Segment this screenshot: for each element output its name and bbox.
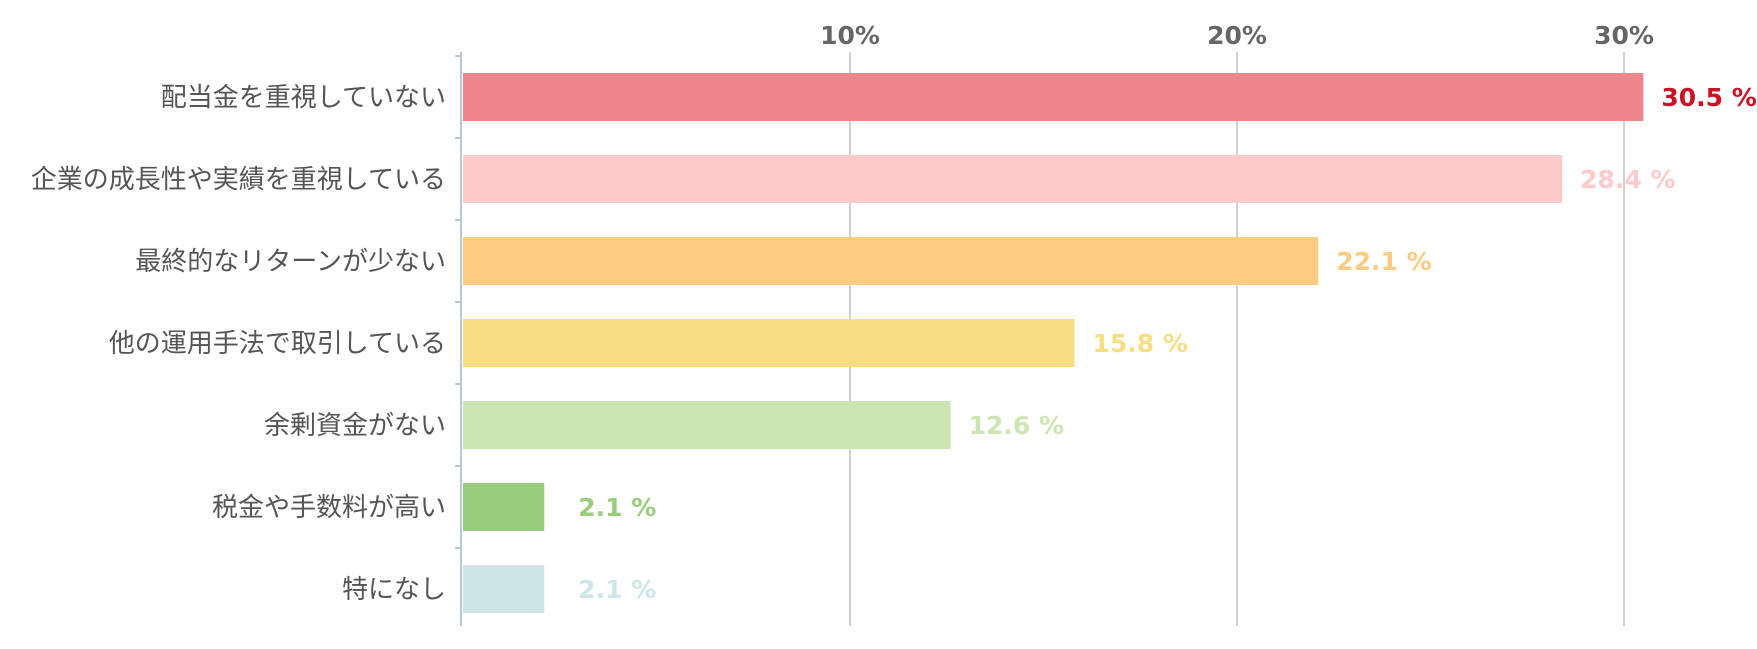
value-label: 28.4 % <box>1580 165 1675 194</box>
x-tick-label: 10% <box>820 21 880 50</box>
category-label: 配当金を重視していない <box>161 83 446 113</box>
value-label: 12.6 % <box>969 411 1064 440</box>
category-label: 余剰資金がない <box>264 411 446 441</box>
x-tick-label: 30% <box>1594 21 1654 50</box>
bar <box>463 155 1563 203</box>
category-label: 最終的なリターンが少ない <box>135 247 446 277</box>
bar <box>463 565 545 613</box>
bars: 配当金を重視していない 30.5 % 企業の成長性や実績を重視している 28.4 % 最… <box>31 73 1757 613</box>
bar <box>463 319 1075 367</box>
category-label: 企業の成長性や実績を重視している <box>31 165 446 195</box>
x-tick-label: 20% <box>1207 21 1267 50</box>
x-axis-ticks: 10% 20% 30% <box>455 21 1654 549</box>
bar <box>463 483 545 531</box>
category-label: 他の運用手法で取引している <box>109 329 446 359</box>
bar <box>463 237 1319 285</box>
value-label: 15.8 % <box>1092 329 1187 358</box>
bar <box>463 73 1644 121</box>
value-label: 22.1 % <box>1336 247 1431 276</box>
value-label: 2.1 % <box>578 575 656 604</box>
category-label: 特になし <box>342 575 446 605</box>
bar <box>463 401 951 449</box>
category-label: 税金や手数料が高い <box>212 493 446 523</box>
value-label: 2.1 % <box>578 493 656 522</box>
value-label: 30.5 % <box>1661 83 1756 112</box>
